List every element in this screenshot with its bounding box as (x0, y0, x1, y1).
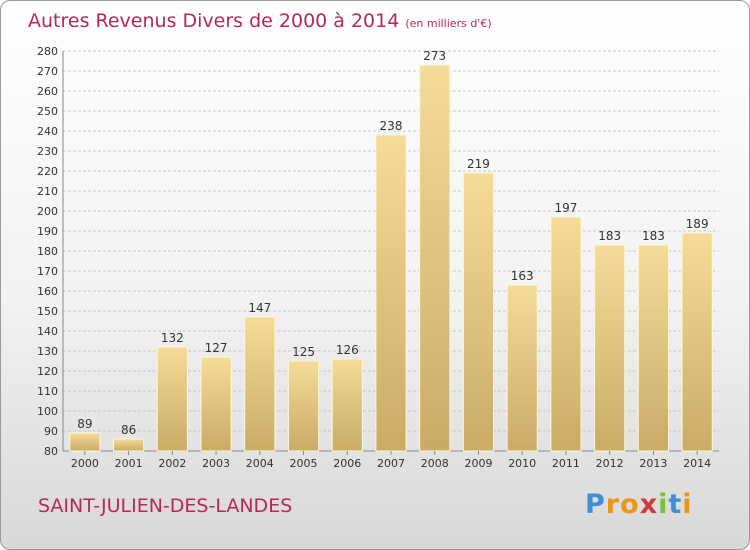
x-tick-label-2012: 2012 (596, 457, 624, 470)
x-tick-label-2005: 2005 (290, 457, 318, 470)
y-tick-labels: 80 90 100 110 120 130 140 150 160 170 180 190 200 210… (37, 45, 58, 458)
x-tick-label-2009: 2009 (464, 457, 492, 470)
data-label-2009: 219 (467, 157, 490, 171)
chart-unit: (en milliers d'€) (405, 17, 492, 30)
data-label-2011: 197 (554, 201, 577, 215)
x-tick-label-2011: 2011 (552, 457, 580, 470)
logo-letter: r (605, 489, 621, 520)
location-name: SAINT-JULIEN-DES-LANDES (38, 495, 293, 517)
x-tick-label-2004: 2004 (246, 457, 274, 470)
data-label-2001: 86 (121, 423, 136, 437)
bar-2001 (113, 438, 145, 452)
x-tick-label-2010: 2010 (508, 457, 536, 470)
bar-2000 (69, 432, 101, 452)
bar-2011 (550, 216, 582, 452)
y-tick-label: 220 (37, 165, 58, 178)
y-tick-label: 120 (37, 365, 58, 378)
bar-2003 (200, 356, 232, 452)
y-tick-label: 130 (37, 345, 58, 358)
bar-2012 (594, 244, 626, 452)
data-label-2006: 126 (336, 343, 359, 357)
data-labels: 89 86 132 127 147 125 126 238 273 219 163 197 183 183… (77, 49, 708, 437)
x-tick-labels: 2000 2001 2002 2003 2004 2005 2006 2007 2008 2009… (71, 451, 711, 470)
bar-2013 (637, 244, 669, 452)
x-tick-label-2007: 2007 (377, 457, 405, 470)
y-tick-label: 210 (37, 185, 58, 198)
y-tick-label: 160 (37, 285, 58, 298)
logo-letter: t (668, 489, 683, 520)
bar-2005 (287, 360, 320, 452)
y-tick-label: 140 (37, 325, 58, 338)
y-tick-label: 80 (44, 445, 58, 458)
data-label-2004: 147 (248, 301, 271, 315)
x-tick-label-2006: 2006 (333, 457, 361, 470)
y-tick-label: 230 (37, 145, 58, 158)
bar-2007 (375, 134, 407, 452)
bars (69, 64, 713, 452)
chart-title: Autres Revenus Divers de 2000 à 2014 (en … (28, 10, 492, 32)
x-tick-label-2000: 2000 (71, 457, 99, 470)
y-tick-label: 190 (37, 225, 58, 238)
x-tick-label-2001: 2001 (115, 457, 143, 470)
bar-2009 (462, 172, 495, 452)
data-label-2014: 189 (686, 217, 709, 231)
y-tick-label: 110 (37, 385, 58, 398)
y-tick-label: 90 (44, 425, 58, 438)
x-tick-label-2002: 2002 (158, 457, 186, 470)
y-tick-label: 270 (37, 65, 58, 78)
bar-2008 (419, 64, 451, 452)
y-tick-label: 200 (37, 205, 58, 218)
data-label-2008: 273 (423, 49, 446, 63)
x-tick-label-2008: 2008 (421, 457, 449, 470)
data-label-2013: 183 (642, 229, 665, 243)
logo-letter: i (658, 489, 669, 520)
logo-letter: P (585, 489, 606, 520)
y-tick-label: 100 (37, 405, 58, 418)
y-tick-label: 260 (37, 85, 58, 98)
y-tick-label: 250 (37, 105, 58, 118)
y-tick-label: 240 (37, 125, 58, 138)
y-tick-label: 170 (37, 265, 58, 278)
bar-2004 (244, 316, 276, 452)
logo-letter: i (682, 489, 693, 520)
data-label-2002: 132 (161, 331, 184, 345)
bar-2006 (331, 358, 363, 452)
logo-letter: o (620, 489, 640, 520)
bar-2014 (681, 232, 713, 452)
data-label-2007: 238 (380, 119, 403, 133)
data-label-2012: 183 (598, 229, 621, 243)
data-label-2010: 163 (511, 269, 534, 283)
y-tick-label: 150 (37, 305, 58, 318)
data-label-2003: 127 (205, 341, 228, 355)
y-tick-label: 280 (37, 45, 58, 58)
data-label-2000: 89 (77, 417, 92, 431)
x-tick-label-2003: 2003 (202, 457, 230, 470)
x-tick-label-2013: 2013 (639, 457, 667, 470)
data-label-2005: 125 (292, 345, 315, 359)
logo-letter: x (639, 489, 659, 520)
y-tick-label: 180 (37, 245, 58, 258)
bar-2010 (506, 284, 538, 452)
title-text: Autres Revenus Divers de 2000 à 2014 (28, 10, 400, 32)
bar-2002 (156, 346, 188, 452)
x-tick-label-2014: 2014 (683, 457, 711, 470)
proxiti-logo: Proxiti (585, 489, 693, 520)
